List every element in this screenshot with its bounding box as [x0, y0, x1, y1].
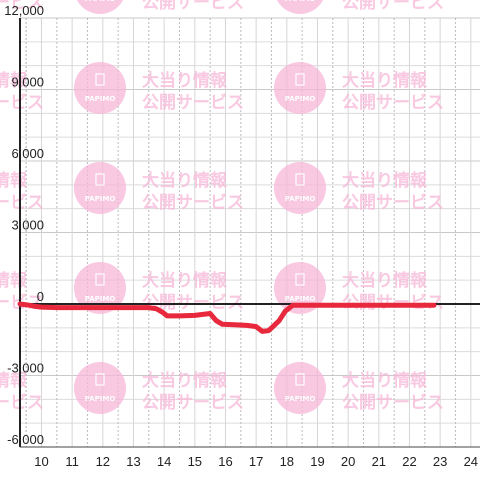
- phone-icon: [95, 373, 105, 386]
- watermark-brand: PAPIMO: [85, 395, 116, 403]
- x-tick-label: 17: [249, 454, 263, 469]
- watermark-brand: PAPIMO: [85, 0, 116, 3]
- watermark-line2: 公開サービス: [142, 393, 244, 413]
- watermark-line2: 公開サービス: [0, 193, 44, 213]
- y-axis-tick-labels: -6,000 -3,000 0 3,000 6,000 9,000 12,000: [4, 3, 44, 447]
- data-series: [17, 301, 437, 334]
- phone-icon: [295, 373, 305, 386]
- y-tick-label: 3,000: [11, 218, 44, 233]
- x-tick-label: 12: [96, 454, 110, 469]
- watermark-line1: 大当り情報: [0, 170, 28, 191]
- papimo-logo-icon: [74, 262, 126, 314]
- x-tick-label: 23: [433, 454, 447, 469]
- papimo-logo-icon: [74, 162, 126, 214]
- watermark-line2: 公開サービス: [0, 393, 44, 413]
- x-tick-label: 10: [34, 454, 48, 469]
- papimo-logo-icon: [74, 62, 126, 114]
- x-tick-label: 19: [310, 454, 324, 469]
- watermark-line2: 公開サービス: [342, 393, 444, 413]
- watermark-line2: 公開サービス: [342, 193, 444, 213]
- watermark-brand: PAPIMO: [285, 395, 316, 403]
- data-line-series-0: [17, 301, 437, 334]
- y-tick-label: -6,000: [7, 432, 44, 447]
- papimo-logo-icon: [76, 0, 124, 14]
- watermark-brand: PAPIMO: [285, 95, 316, 103]
- watermark-line1: 大当り情報: [142, 270, 228, 291]
- x-tick-label: 16: [218, 454, 232, 469]
- watermark-line1: 大当り情報: [142, 370, 228, 391]
- phone-icon: [95, 173, 105, 186]
- watermark-line1: 大当り情報: [342, 270, 428, 291]
- y-tick-label: -3,000: [7, 361, 44, 376]
- phone-icon: [295, 173, 305, 186]
- watermark-line1: 大当り情報: [342, 170, 428, 191]
- watermark-brand: PAPIMO: [85, 95, 116, 103]
- x-tick-label: 18: [280, 454, 294, 469]
- watermark-line2: 公開サービス: [342, 93, 444, 113]
- watermark-brand: PAPIMO: [85, 195, 116, 203]
- watermark-line1: 大当り情報: [342, 70, 428, 91]
- y-tick-label: 12,000: [4, 3, 44, 18]
- watermark-line2: 公開サービス: [0, 93, 44, 113]
- papimo-logo-icon: [74, 362, 126, 414]
- x-tick-label: 13: [126, 454, 140, 469]
- watermark-line1: 大当り情報: [142, 170, 228, 191]
- watermark-line2: 公開サービス: [0, 0, 44, 13]
- watermark-line2: 公開サービス: [142, 0, 244, 13]
- papimo-logo-icon: [274, 362, 326, 414]
- watermark-line1: 大当り情報: [142, 70, 228, 91]
- watermark-brand: PAPIMO: [85, 295, 116, 303]
- y-tick-label: 6,000: [11, 146, 44, 161]
- watermark-line2: 公開サービス: [142, 193, 244, 213]
- x-tick-label: 14: [157, 454, 171, 469]
- x-tick-label: 22: [402, 454, 416, 469]
- phone-icon: [295, 73, 305, 86]
- x-tick-label: 15: [188, 454, 202, 469]
- x-tick-label: 24: [464, 454, 478, 469]
- phone-icon: [295, 273, 305, 286]
- watermark-line1: 大当り情報: [342, 370, 428, 391]
- papimo-logo-icon: [274, 262, 326, 314]
- watermark-brand: PAPIMO: [285, 0, 316, 3]
- x-axis-tick-labels: 10 11 12 13 14 15 16 17 18 19 20 21 22 23 24: [34, 454, 478, 469]
- watermark-brand: PAPIMO: [285, 295, 316, 303]
- papimo-logo-icon: [274, 162, 326, 214]
- watermark-line2: 公開サービス: [142, 93, 244, 113]
- y-tick-label: 0: [37, 289, 44, 304]
- x-tick-label: 11: [65, 454, 79, 469]
- x-tick-label: 21: [372, 454, 386, 469]
- watermark-line1: 大当り情報: [0, 270, 28, 291]
- watermark-line2: 公開サービス: [342, 0, 444, 13]
- x-tick-label: 20: [341, 454, 355, 469]
- papimo-logo-icon: [274, 62, 326, 114]
- watermark-brand: PAPIMO: [285, 195, 316, 203]
- papimo-logo-icon: [276, 0, 324, 14]
- phone-icon: [95, 73, 105, 86]
- y-tick-label: 9,000: [11, 75, 44, 90]
- phone-icon: [95, 273, 105, 286]
